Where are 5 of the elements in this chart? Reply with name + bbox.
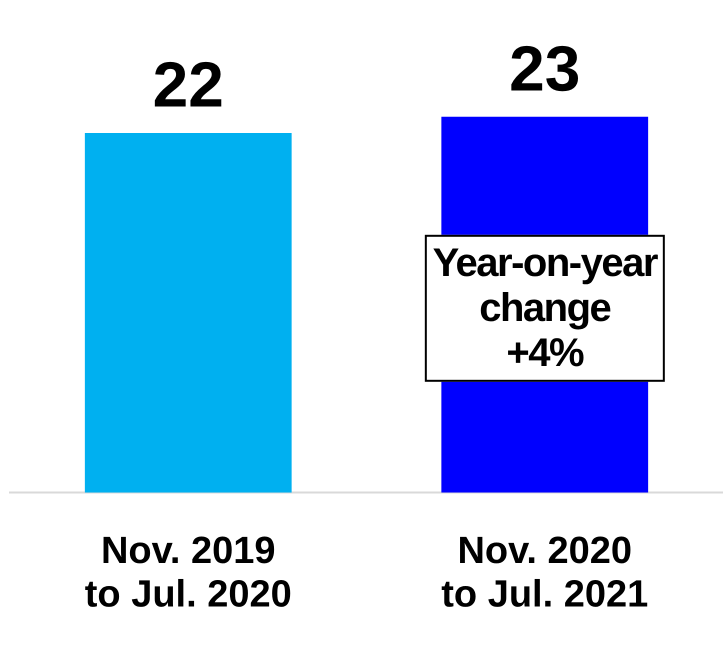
x-tick-label: Nov. 2020 to Jul. 2021 bbox=[441, 530, 648, 616]
annotation: Year-on-year change +4% bbox=[424, 235, 665, 382]
x-tick-label: Nov. 2019 to Jul. 2020 bbox=[84, 530, 292, 616]
data-label: 23 bbox=[509, 32, 580, 104]
data-label: 22 bbox=[152, 48, 224, 121]
